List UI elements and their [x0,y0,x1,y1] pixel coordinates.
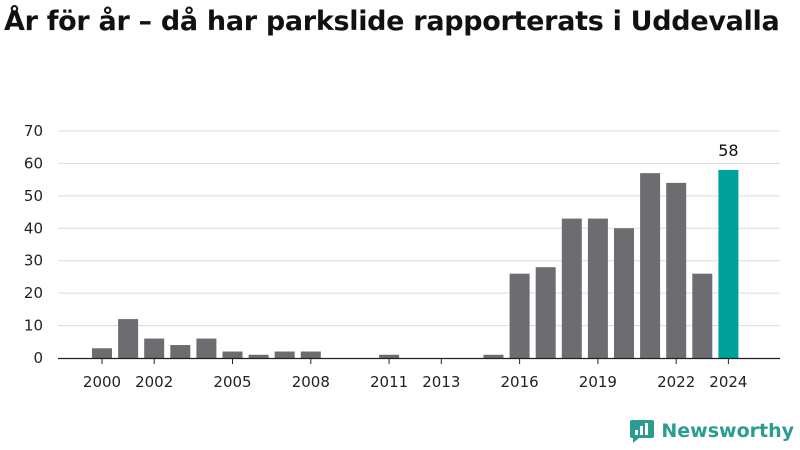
data-labels: 58 [718,141,738,160]
bar-2016 [509,273,530,358]
data-label-2024: 58 [718,141,738,160]
y-tick-label: 10 [24,317,43,335]
bar-2019 [587,218,608,358]
x-tick-label: 2019 [579,373,617,391]
gridlines [58,130,780,327]
bar-2022 [666,182,687,358]
x-axis-ticks: 2000 2002 2005 2008 2011 2013 2016 2019 2022 2024 [83,358,747,391]
bar-2005 [222,351,243,358]
x-tick-label: 2000 [83,373,121,391]
x-tick-label: 2013 [422,373,460,391]
y-tick-label: 50 [24,187,43,205]
x-tick-label: 2024 [709,373,747,391]
bar-2021 [640,173,661,358]
bar-2002 [144,338,165,358]
y-tick-label: 0 [33,349,43,367]
x-tick-label: 2011 [370,373,408,391]
bar-2011 [379,354,400,358]
bar-2006 [248,354,269,358]
bars [92,169,739,358]
bar-2015 [483,354,504,358]
x-tick-label: 2005 [213,373,251,391]
y-tick-label: 30 [24,252,43,270]
brand-name: Newsworthy [661,420,794,442]
bar-2003 [170,345,191,358]
y-tick-label: 60 [24,154,43,172]
y-tick-label: 70 [24,122,43,140]
x-tick-label: 2008 [292,373,330,391]
x-tick-label: 2016 [501,373,539,391]
newsworthy-brand[interactable]: Newsworthy [629,418,794,444]
x-tick-label: 2022 [657,373,695,391]
bar-2001 [118,319,139,358]
newsworthy-logo-icon [630,420,655,443]
bar-2004 [196,338,217,358]
bar-2007 [274,351,295,358]
x-tick-label: 2002 [135,373,173,391]
bar-2020 [614,228,634,358]
y-tick-label: 20 [24,284,43,302]
bar-2008 [300,351,321,358]
bar-2000 [92,348,112,358]
chart-title: År för år – då har parkslide rapporterat… [4,6,780,37]
bar-2024 [718,169,739,358]
y-tick-label: 40 [24,219,43,237]
y-axis-ticks: 0 10 20 30 40 50 60 70 [24,122,43,367]
bar-2017 [535,267,556,358]
bar-2023 [692,273,713,358]
bar-2018 [561,218,582,358]
